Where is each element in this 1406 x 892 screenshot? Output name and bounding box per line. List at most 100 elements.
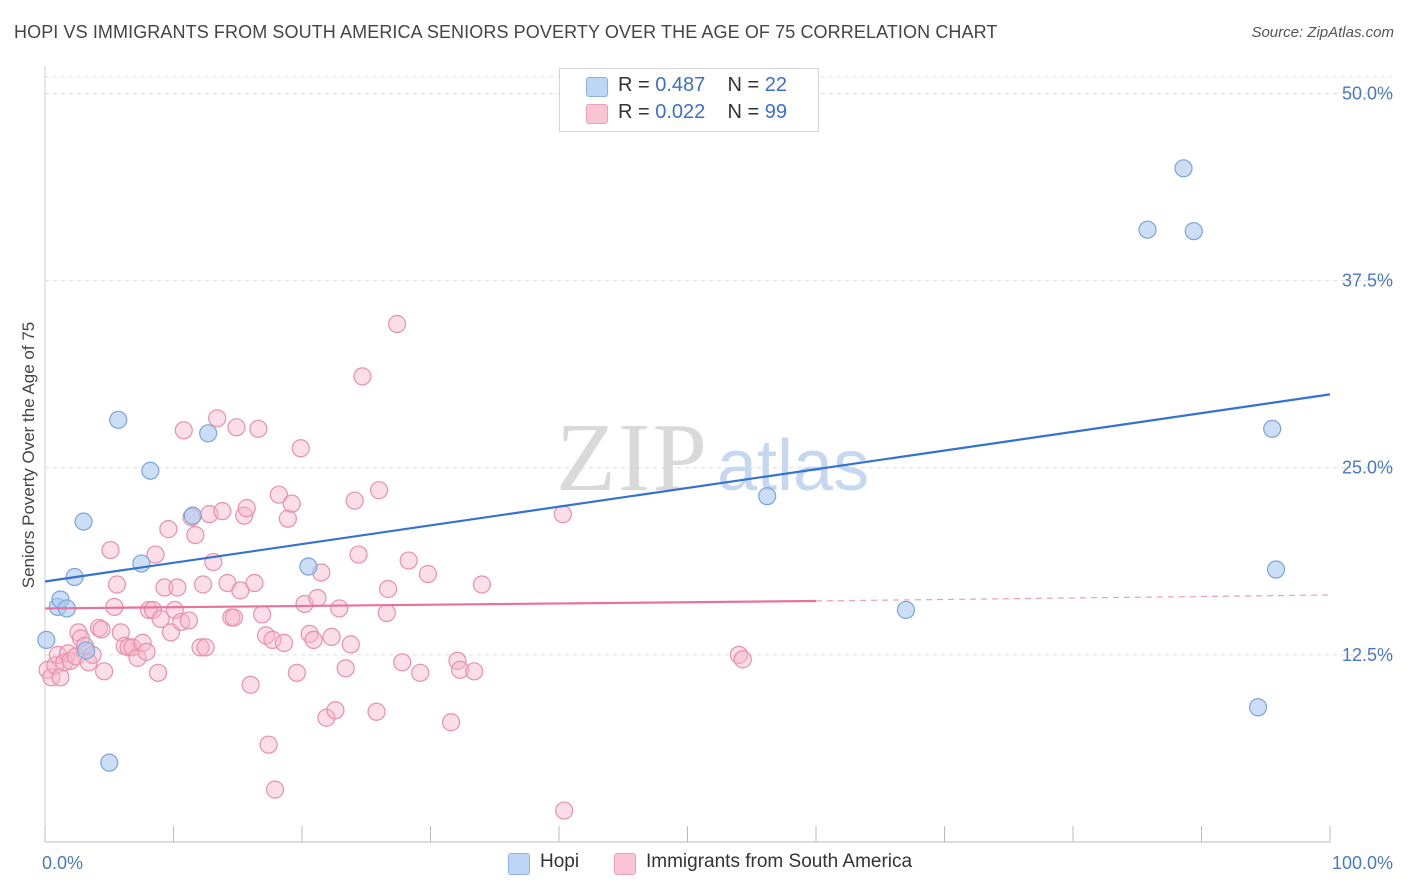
data-point [387, 314, 407, 334]
data-point [132, 554, 151, 573]
data-point [291, 439, 310, 458]
data-point [472, 575, 491, 594]
data-point [237, 499, 256, 518]
data-point [330, 599, 349, 618]
data-point [109, 410, 128, 429]
data-point [367, 702, 386, 721]
data-point [174, 421, 193, 440]
data-point [377, 603, 396, 623]
data-point [259, 735, 278, 754]
legend-n-label: N = [727, 74, 765, 96]
data-point [336, 659, 355, 678]
y-tick-label: 50.0% [1342, 83, 1393, 103]
data-point [168, 578, 187, 597]
data-point [101, 540, 120, 560]
data-point [199, 424, 218, 443]
data-point [418, 564, 438, 584]
data-point [208, 409, 227, 428]
south-america-trend-line [44, 599, 817, 610]
data-point [133, 633, 152, 652]
data-point [111, 623, 130, 642]
series-south-america-points [38, 314, 752, 820]
data-point [186, 525, 205, 545]
data-point [1263, 419, 1282, 438]
data-point [100, 753, 119, 772]
chart-title: HOPI VS IMMIGRANTS FROM SOUTH AMERICA SE… [14, 22, 998, 42]
data-point [55, 653, 74, 672]
data-point [159, 520, 178, 539]
data-point [553, 505, 572, 524]
data-point [393, 653, 412, 672]
data-point [465, 662, 484, 681]
data-point [411, 663, 430, 682]
data-point [1174, 159, 1193, 178]
trend-lines [44, 393, 1331, 610]
data-point [370, 481, 389, 500]
data-point [37, 630, 56, 649]
data-point [123, 638, 142, 657]
legend-label-south-america: Immigrants from South America [646, 851, 913, 872]
data-point [146, 545, 165, 564]
data-point [231, 581, 250, 600]
legend-r-label: R = [618, 74, 656, 96]
data-point [148, 663, 168, 682]
data-point [341, 635, 360, 654]
data-point [227, 418, 246, 437]
watermark-atlas: atlas [717, 426, 869, 506]
legend-n-label: N = [727, 101, 765, 123]
data-point [278, 509, 297, 528]
legend-n-value: 22 [764, 74, 788, 96]
data-point [77, 641, 96, 660]
south-america-trend-extension [815, 594, 1331, 602]
data-point [193, 575, 213, 594]
correlation-legend: R = 0.487 N = 22 R = 0.022 N = 99 [559, 68, 819, 132]
legend-label-hopi: Hopi [540, 851, 580, 872]
data-point [1266, 560, 1286, 579]
source-credit: Source: ZipAtlas.com [1251, 24, 1394, 41]
axes [44, 66, 1331, 843]
y-tick-label: 37.5% [1342, 271, 1393, 291]
zipatlas-watermark: ZIP atlas [556, 404, 869, 512]
hopi-swatch [586, 77, 608, 97]
data-point [92, 620, 111, 639]
watermark-zip: ZIP [556, 404, 709, 512]
y-axis-label: Seniors Poverty Over the Age of 75 [19, 322, 38, 588]
hopi-swatch [508, 853, 530, 875]
data-point [441, 713, 461, 732]
data-point [1248, 698, 1268, 717]
legend-r-label: R = [618, 101, 656, 123]
data-point [345, 491, 364, 510]
data-point [141, 461, 160, 480]
data-point [179, 611, 199, 630]
legend-n-value: 99 [764, 101, 788, 123]
data-point [224, 608, 243, 627]
data-point [119, 638, 138, 657]
data-point [353, 367, 372, 386]
tick-labels: 12.5% 25.0% 37.5% 50.0% 0.0% 100.0% [42, 83, 1393, 873]
data-point [378, 579, 398, 599]
data-point [269, 485, 288, 504]
y-tick-label: 12.5% [1342, 645, 1393, 665]
data-point [308, 588, 327, 608]
data-point [733, 650, 752, 669]
x-tick-label: 0.0% [42, 853, 83, 873]
data-point [74, 512, 93, 531]
x-tick-label: 100.0% [1332, 853, 1393, 873]
data-point [274, 633, 294, 652]
data-point [287, 663, 306, 682]
data-point [299, 557, 318, 576]
data-point [245, 573, 264, 593]
data-point [151, 609, 170, 629]
data-point [107, 575, 127, 594]
data-point [183, 506, 202, 525]
y-tick-label: 25.0% [1342, 458, 1393, 478]
data-point [265, 780, 285, 799]
data-point [896, 600, 916, 620]
legend-r-value: 0.487 [655, 74, 706, 96]
data-point [322, 627, 341, 646]
data-point [51, 668, 70, 687]
south-america-swatch [586, 104, 608, 124]
data-point [172, 612, 191, 632]
data-point [191, 638, 210, 657]
data-point [1138, 220, 1157, 239]
